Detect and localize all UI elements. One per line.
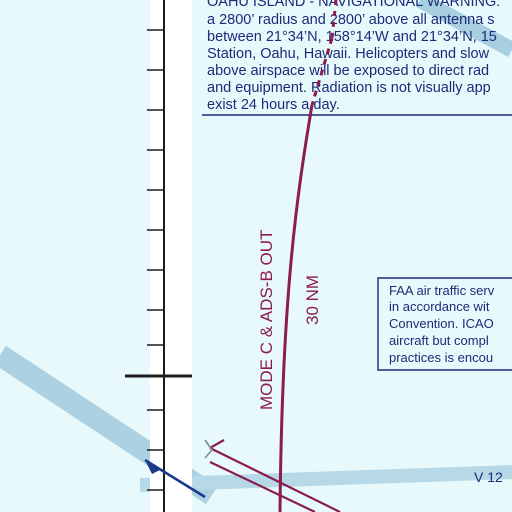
warning-line-1: OAHU ISLAND - NAVIGATIONAL WARNING: (207, 0, 500, 10)
boundary-strip-fill (150, 0, 192, 512)
warning-line-7: exist 24 hours a day. (207, 97, 340, 113)
warning-line-5: above airspace will be exposed to direct… (207, 63, 489, 79)
route-lines (209, 439, 341, 512)
warning-line-6: and equipment. Radiation is not visually… (207, 80, 491, 96)
faa-note-line-1: FAA air traffic serv (389, 283, 495, 298)
boundary-ticks (125, 29, 192, 491)
airway-v12 (139, 465, 512, 492)
airway-upper-right (416, 0, 512, 58)
boundary-strip (125, 0, 192, 512)
faa-note-text: FAA air traffic serv in accordance wit C… (389, 283, 495, 365)
faa-note-line-4: aircraft but compl (389, 333, 489, 348)
faa-note-line-5: practices is encou (389, 350, 493, 365)
navaid-small-mark (204, 439, 214, 459)
navaid-arrow-shaft (144, 458, 206, 499)
route-arrow-head (209, 439, 225, 449)
mode-c-label: MODE C & ADS-B OUT (257, 230, 276, 410)
mode-c-veil: MODE C & ADS-B OUT 30 NM (257, 0, 338, 512)
warning-line-2: a 2800’ radius and 2800’ above all anten… (207, 12, 495, 28)
faa-note-box: FAA air traffic serv in accordance wit C… (377, 277, 512, 371)
mode-c-radius-label: 30 NM (303, 275, 322, 325)
navaid-arrow-head (145, 460, 160, 474)
airway-v12-label: V 12 (474, 469, 503, 485)
mode-c-arc-dashed-mid (310, 37, 334, 106)
warning-line-3: between 21°34’N, 158°14’W and 21°34’N, 1… (207, 29, 497, 45)
warning-line-4: Station, Oahu, Hawaii. Helicopters and s… (207, 46, 490, 62)
faa-note-line-2: in accordance wit (389, 299, 490, 314)
route-line-2 (209, 461, 316, 512)
navaid-symbol (144, 439, 214, 499)
mode-c-arc (278, 104, 314, 512)
faa-note-border (377, 277, 512, 371)
route-line-1 (209, 447, 341, 512)
faa-note-line-3: Convention. ICAO (389, 316, 494, 331)
navigational-warning: OAHU ISLAND - NAVIGATIONAL WARNING: a 28… (207, 0, 500, 113)
